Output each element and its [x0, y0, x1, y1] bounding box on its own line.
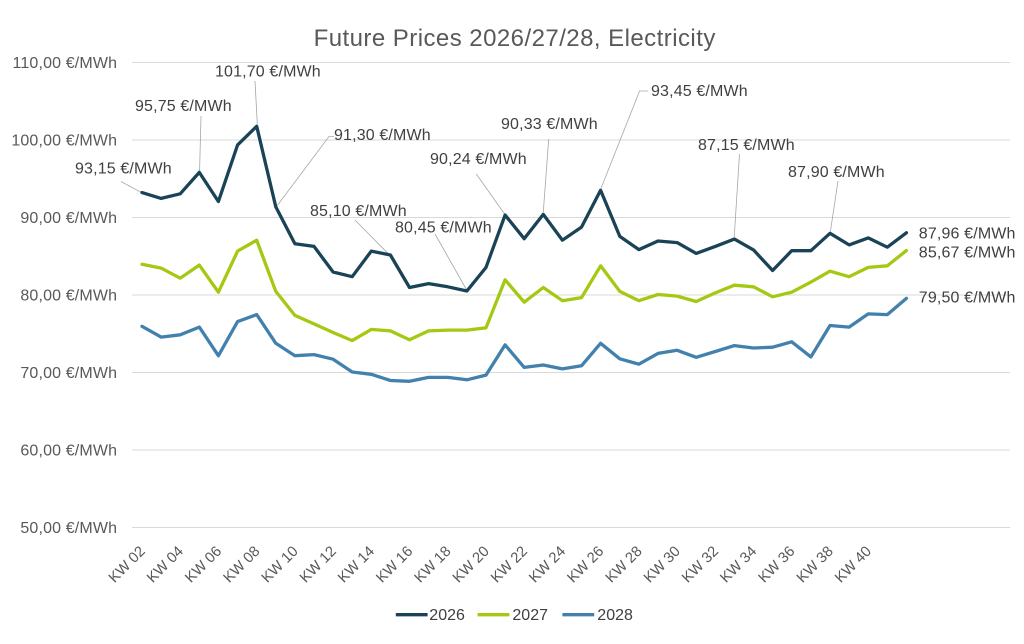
svg-text:90,00 €/MWh: 90,00 €/MWh	[20, 210, 117, 227]
svg-text:2028: 2028	[597, 607, 633, 624]
svg-text:85,10 €/MWh: 85,10 €/MWh	[310, 203, 407, 220]
svg-text:Future Prices 2026/27/28, Elec: Future Prices 2026/27/28, Electricity	[314, 25, 716, 52]
svg-text:93,45 €/MWh: 93,45 €/MWh	[651, 83, 748, 100]
svg-text:90,24 €/MWh: 90,24 €/MWh	[430, 151, 527, 168]
svg-text:60,00 €/MWh: 60,00 €/MWh	[20, 442, 117, 459]
svg-text:80,45 €/MWh: 80,45 €/MWh	[395, 220, 492, 237]
svg-text:2026: 2026	[429, 607, 465, 624]
svg-text:70,00 €/MWh: 70,00 €/MWh	[20, 365, 117, 382]
svg-text:85,67 €/MWh: 85,67 €/MWh	[919, 244, 1016, 261]
svg-text:90,33 €/MWh: 90,33 €/MWh	[501, 116, 598, 133]
svg-text:100,00 €/MWh: 100,00 €/MWh	[11, 132, 117, 149]
svg-text:93,15 €/MWh: 93,15 €/MWh	[75, 161, 172, 178]
svg-text:87,15 €/MWh: 87,15 €/MWh	[698, 137, 795, 154]
svg-text:80,00 €/MWh: 80,00 €/MWh	[20, 287, 117, 304]
svg-text:50,00 €/MWh: 50,00 €/MWh	[20, 520, 117, 537]
svg-text:87,96 €/MWh: 87,96 €/MWh	[919, 226, 1016, 243]
svg-text:87,90 €/MWh: 87,90 €/MWh	[788, 164, 885, 181]
svg-text:79,50 €/MWh: 79,50 €/MWh	[919, 289, 1016, 306]
svg-text:91,30 €/MWh: 91,30 €/MWh	[334, 127, 431, 144]
svg-text:2027: 2027	[512, 607, 548, 624]
svg-text:95,75 €/MWh: 95,75 €/MWh	[135, 98, 232, 115]
svg-text:110,00 €/MWh: 110,00 €/MWh	[13, 55, 118, 72]
svg-text:101,70 €/MWh: 101,70 €/MWh	[215, 64, 321, 81]
